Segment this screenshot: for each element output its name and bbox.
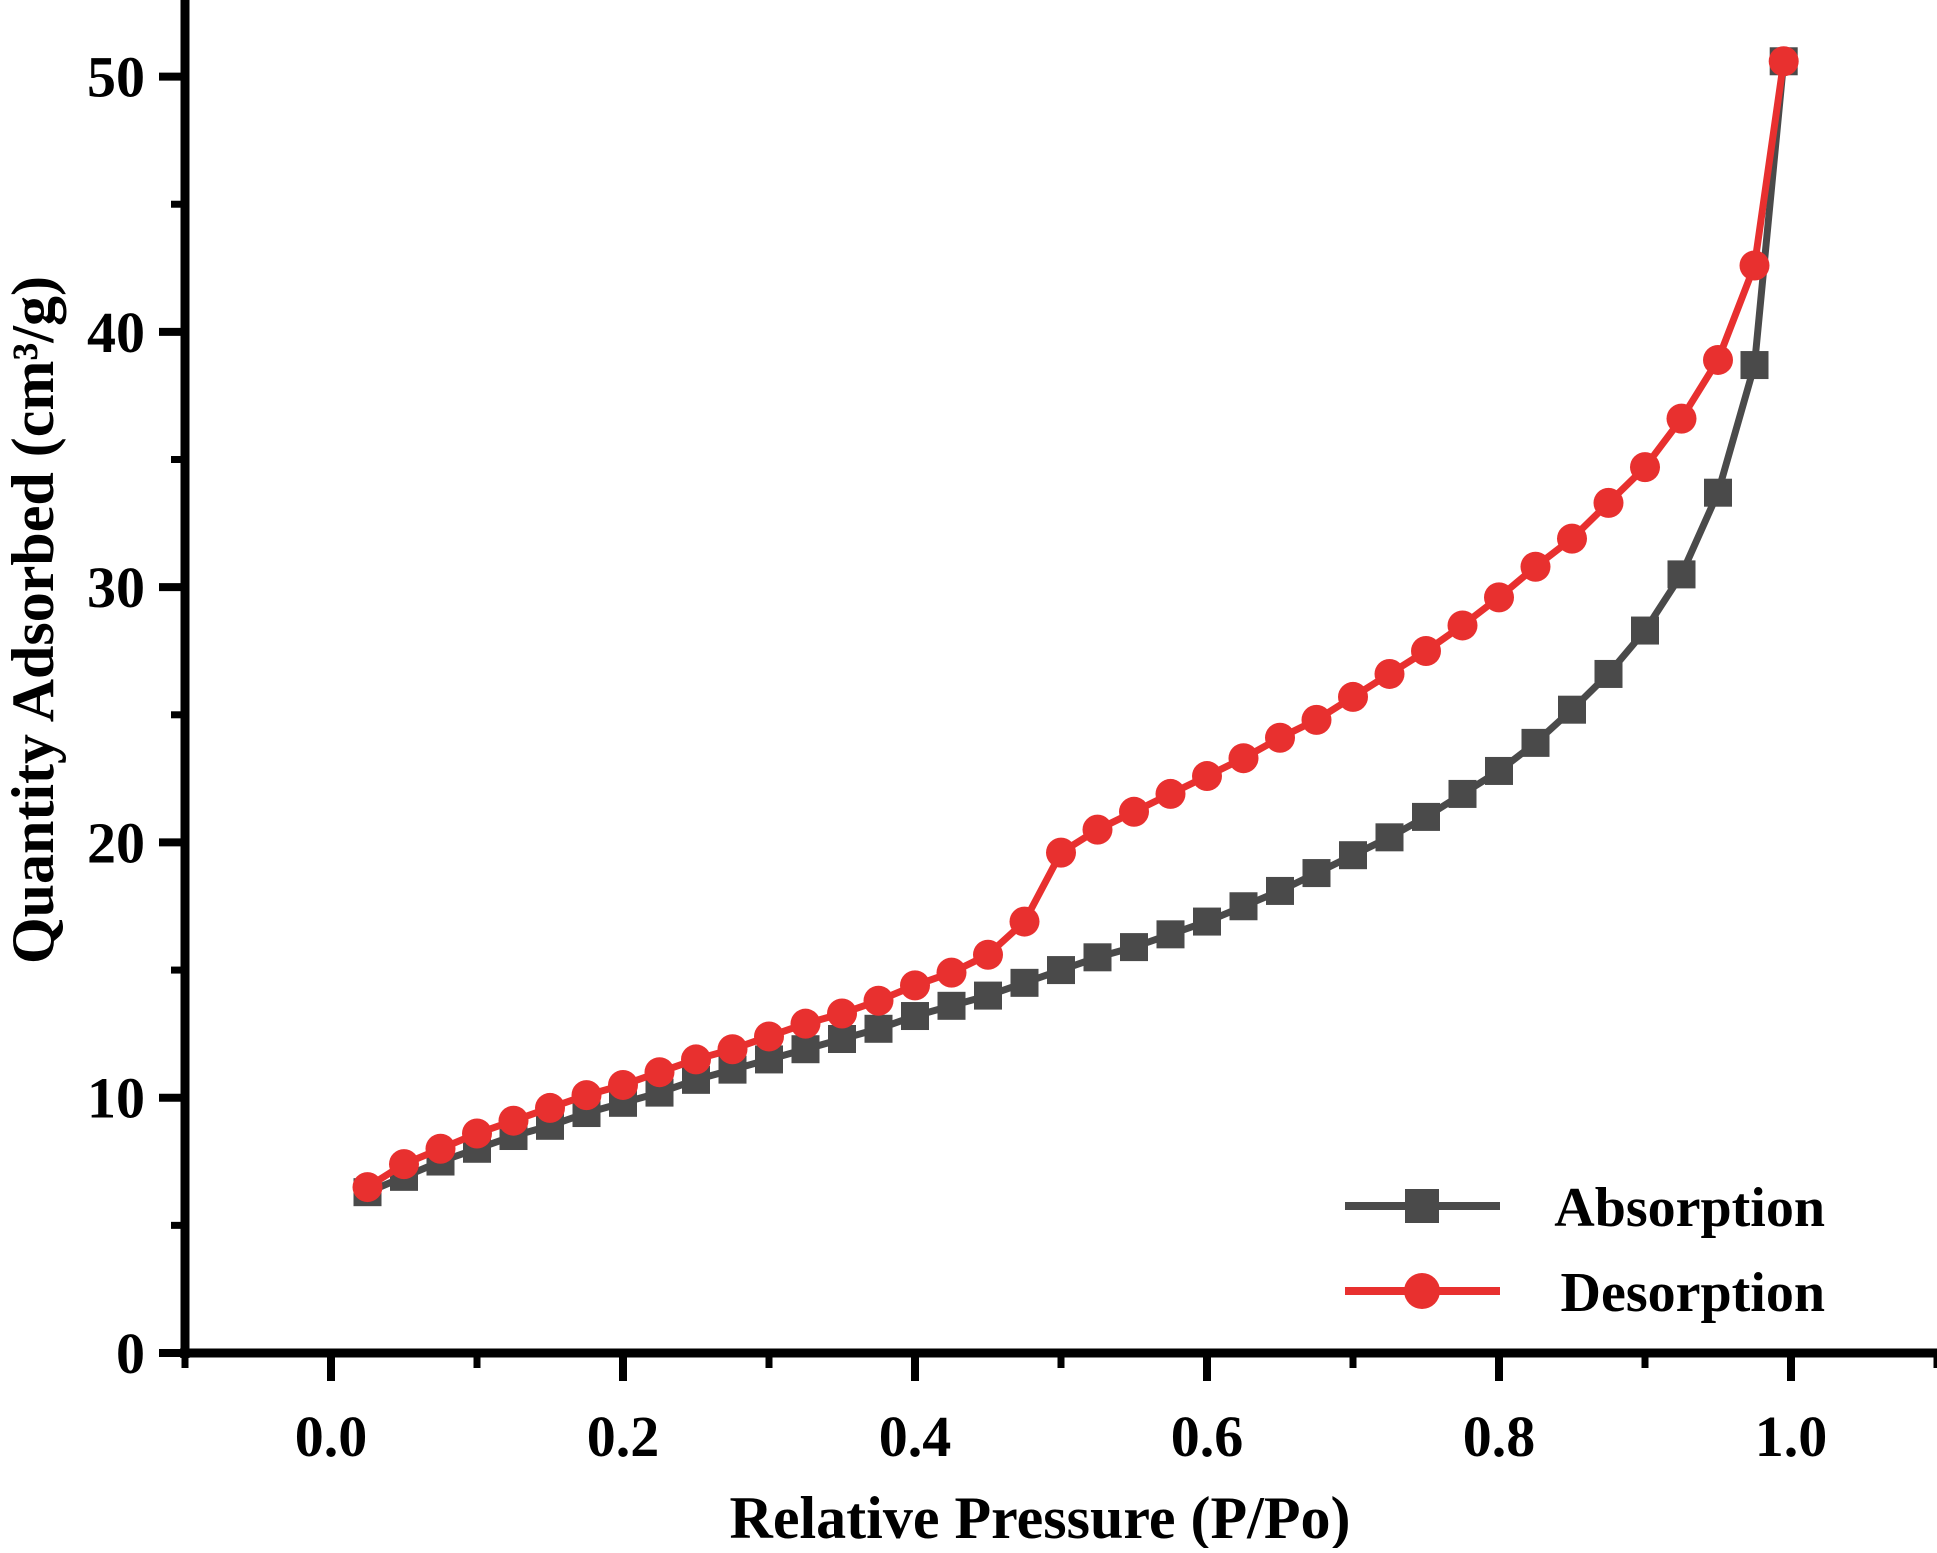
x-tick-label: 0.8	[1463, 1404, 1536, 1469]
data-point-absorption	[1120, 933, 1148, 962]
data-point-absorption	[1412, 802, 1440, 831]
y-axis-title: Quantity Adsorbed (cm³/g)	[0, 276, 66, 964]
data-point-absorption	[1631, 616, 1659, 645]
data-point-desorption	[1666, 403, 1697, 434]
data-point-desorption	[1228, 743, 1259, 774]
data-point-absorption	[901, 1002, 929, 1031]
data-point-absorption	[791, 1035, 820, 1064]
data-point-absorption	[1558, 695, 1586, 724]
data-point-desorption	[352, 1172, 383, 1203]
data-point-desorption	[1009, 906, 1040, 937]
data-point-desorption	[644, 1057, 675, 1088]
data-point-desorption	[754, 1021, 784, 1052]
data-point-desorption	[1192, 761, 1222, 792]
data-point-desorption	[900, 970, 930, 1001]
data-point-desorption	[1557, 523, 1587, 554]
series-layer	[352, 46, 1799, 1207]
data-point-desorption	[1630, 452, 1660, 483]
y-tick-label: 30	[87, 555, 145, 620]
data-point-desorption	[1520, 551, 1551, 582]
x-tick-label: 1.0	[1755, 1404, 1828, 1469]
data-point-desorption	[1046, 837, 1076, 868]
data-point-desorption	[936, 957, 967, 988]
data-point-desorption	[1411, 635, 1441, 666]
series-line	[366, 60, 1788, 1196]
data-point-desorption	[535, 1092, 565, 1123]
x-tick-label: 0.0	[295, 1404, 368, 1469]
series-absorption	[353, 47, 1798, 1207]
data-point-absorption	[1740, 351, 1769, 380]
data-point-desorption	[389, 1149, 419, 1180]
data-point-desorption	[863, 985, 894, 1016]
data-point-absorption	[1229, 892, 1258, 921]
data-point-desorption	[498, 1105, 529, 1136]
legend-label: Desorption	[1561, 1262, 1825, 1324]
data-point-desorption	[1155, 778, 1186, 809]
legend: Absorption Desorption	[1345, 1177, 1825, 1324]
data-point-absorption	[1083, 943, 1112, 972]
y-tick-label: 20	[87, 810, 145, 875]
data-point-desorption	[1447, 610, 1478, 641]
data-point-desorption	[608, 1069, 638, 1100]
data-point-desorption	[1119, 796, 1149, 827]
data-point-absorption	[1193, 907, 1221, 936]
data-point-absorption	[1339, 841, 1367, 870]
data-point-desorption	[425, 1133, 456, 1164]
x-tick-label: 0.6	[1171, 1404, 1244, 1469]
data-point-desorption	[1374, 658, 1405, 689]
y-tick-label: 0	[116, 1321, 145, 1386]
data-point-desorption	[717, 1034, 748, 1065]
data-point-absorption	[864, 1014, 893, 1043]
data-point-absorption	[1010, 968, 1039, 997]
data-point-absorption	[1448, 779, 1477, 808]
data-point-absorption	[1375, 823, 1404, 852]
data-point-absorption	[1521, 728, 1550, 757]
data-point-desorption	[790, 1008, 821, 1039]
data-point-desorption	[1739, 250, 1770, 281]
x-tick-label: 0.2	[587, 1404, 660, 1469]
data-point-desorption	[462, 1118, 492, 1149]
data-point-absorption	[974, 981, 1002, 1010]
legend-item-absorption: Absorption	[1345, 1177, 1825, 1239]
data-point-absorption	[1594, 659, 1623, 688]
data-point-absorption	[1485, 756, 1513, 785]
y-tick-label: 10	[87, 1066, 145, 1131]
y-tick-label: 40	[87, 300, 145, 365]
x-tick-label: 0.4	[879, 1404, 952, 1469]
data-point-desorption	[1703, 344, 1733, 375]
data-point-desorption	[1768, 46, 1799, 77]
series-line	[365, 60, 1788, 1191]
y-tick-label: 50	[87, 45, 145, 110]
data-point-absorption	[1704, 478, 1732, 507]
data-point-desorption	[681, 1044, 711, 1075]
data-point-desorption	[571, 1080, 602, 1111]
data-point-desorption	[1265, 722, 1295, 753]
data-point-desorption	[827, 998, 857, 1029]
data-point-absorption	[1667, 560, 1696, 589]
labels-layer: Relative Pressure (P/Po) Quantity Adsorb…	[0, 276, 1351, 1551]
legend-item-desorption: Desorption	[1345, 1262, 1825, 1324]
data-point-absorption	[1047, 956, 1075, 985]
data-point-absorption	[828, 1025, 856, 1054]
data-point-absorption	[1302, 859, 1331, 888]
legend-label: Absorption	[1554, 1177, 1825, 1239]
data-point-desorption	[1593, 487, 1624, 518]
data-point-desorption	[1301, 704, 1332, 735]
legend-square-marker	[1405, 1189, 1439, 1223]
data-point-desorption	[1484, 582, 1514, 613]
legend-circle-marker	[1404, 1273, 1440, 1309]
x-axis-title: Relative Pressure (P/Po)	[730, 1485, 1351, 1548]
data-point-absorption	[1156, 920, 1185, 949]
axes-layer: 0 10 20 30 40 50 0.0 0.2 0.4 0.6 0.8 1.0	[87, 0, 1937, 1469]
series-desorption	[352, 46, 1799, 1203]
data-point-desorption	[1082, 814, 1113, 845]
data-point-desorption	[973, 939, 1003, 970]
data-point-absorption	[937, 991, 966, 1020]
data-point-absorption	[1266, 876, 1294, 905]
data-point-desorption	[1338, 681, 1368, 712]
